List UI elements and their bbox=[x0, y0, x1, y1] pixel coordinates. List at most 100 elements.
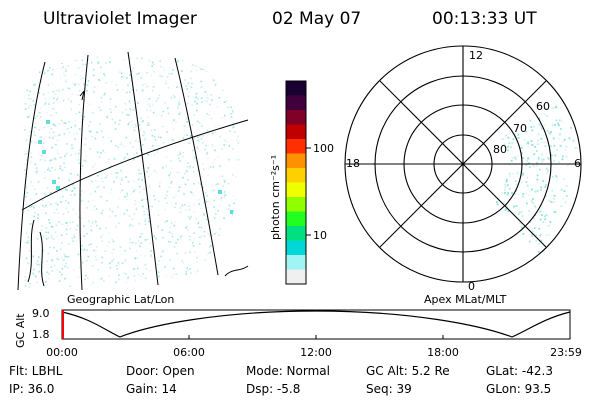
emission-pixel bbox=[67, 224, 70, 227]
emission-pixel bbox=[29, 90, 31, 93]
emission-pixel bbox=[110, 188, 113, 191]
emission-pixel bbox=[195, 282, 198, 285]
emission-pixel bbox=[223, 139, 226, 142]
emission-pixel bbox=[537, 139, 540, 142]
emission-pixel bbox=[238, 278, 241, 281]
emission-pixel bbox=[175, 121, 177, 124]
emission-pixel bbox=[564, 148, 567, 151]
emission-pixel bbox=[171, 121, 174, 123]
emission-pixel bbox=[39, 107, 42, 109]
emission-pixel bbox=[133, 107, 136, 109]
emission-pixel bbox=[242, 204, 244, 206]
emission-pixel bbox=[136, 287, 138, 289]
emission-pixel bbox=[31, 185, 33, 187]
emission-pixel bbox=[508, 142, 511, 145]
emission-pixel bbox=[548, 224, 550, 227]
emission-pixel bbox=[76, 224, 79, 227]
emission-pixel bbox=[25, 232, 28, 235]
emission-pixel bbox=[143, 214, 146, 216]
emission-pixel bbox=[51, 259, 53, 261]
emission-pixel bbox=[91, 222, 93, 225]
emission-pixel bbox=[210, 65, 213, 68]
emission-pixel bbox=[204, 258, 206, 261]
emission-pixel bbox=[212, 132, 214, 135]
emission-pixel bbox=[219, 283, 221, 285]
emission-pixel bbox=[194, 100, 196, 102]
emission-pixel bbox=[241, 230, 243, 232]
emission-pixel bbox=[511, 194, 513, 196]
emission-pixel bbox=[120, 72, 123, 75]
emission-pixel bbox=[541, 153, 543, 156]
emission-pixel bbox=[533, 164, 535, 167]
emission-pixel bbox=[118, 274, 120, 276]
emission-pixel bbox=[207, 66, 210, 68]
emission-pixel bbox=[208, 200, 210, 203]
emission-pixel bbox=[80, 200, 83, 203]
emission-pixel bbox=[59, 167, 61, 170]
emission-pixel bbox=[88, 130, 91, 132]
emission-pixel bbox=[126, 209, 129, 212]
emission-pixel bbox=[192, 170, 195, 173]
emission-pixel bbox=[76, 174, 79, 176]
emission-pixel bbox=[97, 62, 100, 64]
emission-pixel bbox=[561, 120, 563, 123]
emission-pixel bbox=[74, 120, 77, 122]
mlt-label-12: 12 bbox=[469, 49, 483, 62]
emission-pixel bbox=[96, 246, 98, 248]
emission-pixel bbox=[33, 131, 35, 133]
emission-pixel bbox=[100, 195, 102, 198]
emission-pixel bbox=[46, 271, 49, 274]
emission-pixel bbox=[214, 158, 216, 161]
emission-pixel bbox=[130, 57, 132, 59]
altitude-xtick: 18:00 bbox=[427, 346, 459, 359]
emission-pixel bbox=[140, 254, 142, 257]
emission-pixel bbox=[77, 253, 80, 256]
emission-pixel bbox=[29, 206, 31, 209]
emission-pixel bbox=[68, 179, 70, 181]
emission-pixel bbox=[219, 136, 221, 138]
emission-pixel bbox=[531, 235, 534, 237]
emission-pixel bbox=[159, 182, 161, 184]
emission-pixel bbox=[551, 124, 554, 127]
emission-pixel bbox=[539, 125, 542, 128]
emission-pixel bbox=[553, 144, 556, 147]
emission-pixel bbox=[576, 146, 578, 149]
emission-pixel bbox=[32, 205, 34, 207]
emission-pixel bbox=[512, 138, 515, 141]
emission-pixel bbox=[187, 178, 190, 181]
emission-pixel bbox=[218, 182, 220, 185]
emission-pixel bbox=[61, 169, 64, 172]
emission-pixel bbox=[541, 158, 543, 161]
emission-pixel bbox=[210, 56, 212, 58]
emission-pixel bbox=[158, 185, 161, 188]
emission-pixel bbox=[127, 123, 129, 126]
emission-pixel bbox=[543, 215, 546, 218]
emission-pixel bbox=[97, 61, 99, 63]
emission-pixel bbox=[32, 100, 35, 102]
emission-pixel bbox=[46, 227, 48, 230]
emission-pixel bbox=[242, 210, 244, 212]
emission-pixel bbox=[57, 67, 59, 70]
emission-pixel bbox=[157, 97, 159, 100]
emission-pixel bbox=[92, 281, 94, 284]
emission-pixel bbox=[81, 261, 84, 264]
emission-pixel bbox=[547, 158, 550, 160]
emission-pixel bbox=[204, 268, 207, 271]
emission-pixel bbox=[33, 215, 35, 218]
emission-pixel bbox=[32, 255, 34, 258]
emission-pixel bbox=[187, 91, 190, 93]
emission-pixel bbox=[54, 231, 57, 234]
emission-pixel bbox=[546, 171, 549, 174]
emission-pixel bbox=[82, 63, 84, 66]
emission-pixel bbox=[225, 100, 228, 103]
emission-pixel bbox=[149, 269, 151, 272]
emission-pixel bbox=[61, 256, 63, 259]
emission-pixel bbox=[35, 262, 37, 264]
emission-pixel bbox=[222, 185, 224, 187]
emission-pixel bbox=[187, 95, 190, 98]
emission-pixel bbox=[229, 228, 231, 230]
emission-pixel bbox=[109, 108, 112, 110]
emission-pixel bbox=[185, 169, 188, 172]
emission-pixel bbox=[52, 102, 55, 104]
aurora-emission-polar bbox=[496, 104, 579, 253]
